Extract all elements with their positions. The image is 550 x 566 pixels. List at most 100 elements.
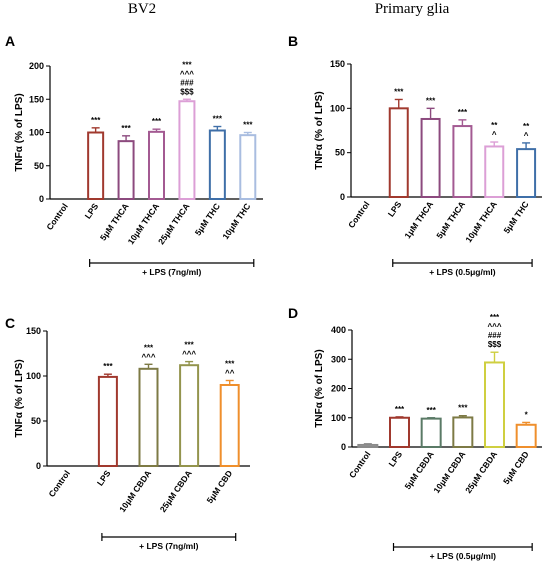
significance-marker: *** (213, 115, 223, 124)
y-tick-label: 50 (31, 416, 41, 426)
significance-marker: *** (426, 406, 436, 415)
significance-marker: *** (490, 313, 500, 322)
x-category-label: LPS (83, 201, 101, 221)
bar-d-3 (452, 416, 474, 448)
bar-a-1 (87, 131, 105, 200)
significance-marker: *** (395, 405, 405, 414)
bar-a-4 (178, 100, 196, 200)
bar-d-0 (357, 443, 379, 449)
panel-label: D (288, 305, 298, 321)
treatment-label: + LPS (0.5μg/ml) (430, 551, 497, 561)
significance-marker: *** (152, 117, 162, 126)
significance-marker: ^^^ (180, 69, 194, 78)
bar-a-3 (148, 130, 165, 201)
significance-marker: *** (458, 404, 468, 413)
x-category-label: 5μM CBD (204, 468, 234, 505)
x-category-label: 10μM CBDA (431, 449, 467, 495)
bar-a-6 (239, 134, 257, 201)
x-category-label: 1μM THCA (402, 199, 435, 240)
y-tick-label: 150 (330, 59, 345, 69)
bar-d-2 (420, 417, 442, 449)
y-tick-label: 50 (335, 148, 345, 158)
significance-marker: *** (121, 124, 131, 133)
bar-c-3 (179, 364, 200, 468)
treatment-label: + LPS (0.5μg/ml) (429, 267, 496, 277)
bar-b-5 (516, 148, 537, 198)
header-right: Primary glia (375, 1, 450, 17)
y-tick-label: 200 (29, 61, 44, 71)
y-tick-label: 150 (29, 94, 44, 104)
x-category-label: 25μM CBDA (158, 468, 194, 514)
significance-marker: * (525, 410, 529, 419)
significance-marker: ^^^ (182, 350, 196, 359)
significance-marker: *** (182, 60, 192, 69)
x-category-label: 5μM THCA (98, 201, 131, 242)
y-tick-label: 100 (26, 371, 41, 381)
x-category-label: 25μM CBDA (463, 449, 499, 495)
x-category-label: Control (347, 449, 373, 479)
x-category-label: 25μM THCA (156, 201, 192, 246)
bar-c-2 (138, 367, 159, 467)
significance-marker: *** (184, 341, 194, 350)
y-tick-label: 0 (340, 192, 345, 202)
significance-marker: *** (394, 87, 404, 96)
treatment-label: + LPS (7ng/ml) (139, 541, 198, 551)
x-category-label: LPS (95, 468, 113, 488)
bar-a-5 (208, 129, 226, 201)
bar-c-1 (97, 375, 118, 467)
significance-marker: ^ (524, 131, 529, 140)
y-axis-label: TNFα (% of LPS) (314, 91, 325, 169)
significance-marker: ** (491, 121, 498, 130)
significance-marker: *** (458, 108, 468, 117)
significance-marker: ### (488, 331, 502, 340)
significance-marker: ^^^ (141, 352, 155, 361)
bar-b-1 (388, 107, 409, 198)
significance-marker: *** (103, 362, 113, 371)
y-tick-label: 50 (34, 161, 44, 171)
y-tick-label: 0 (341, 442, 346, 452)
x-category-label: LPS (386, 199, 404, 219)
bar-b-2 (420, 117, 441, 198)
bar-b-3 (452, 125, 473, 198)
significance-marker: ^^^ (487, 322, 501, 331)
significance-marker: $$$ (488, 340, 502, 349)
x-category-label: 5μM CBDA (402, 449, 435, 491)
significance-marker: $$$ (180, 87, 194, 96)
x-category-label: 5μM THC (193, 201, 222, 237)
significance-marker: ^^ (225, 369, 235, 378)
bar-d-1 (389, 416, 410, 448)
y-tick-label: 0 (39, 194, 44, 204)
bar-c-4 (219, 384, 240, 467)
x-category-label: 10μM THCA (463, 199, 499, 244)
y-tick-label: 100 (331, 413, 346, 423)
x-category-label: 5μM THC (501, 199, 530, 235)
panel-label: C (5, 315, 15, 331)
y-tick-label: 100 (29, 128, 44, 138)
x-category-label: 10μM CBDA (117, 468, 153, 514)
y-axis-label: TNFα (% of LPS) (314, 349, 325, 427)
x-category-label: LPS (386, 449, 404, 469)
x-category-label: Control (44, 201, 70, 231)
chart-panel-c: C TNFα (% of LPS) 0 50 100 150 Control *** LPS **… (5, 315, 250, 551)
x-category-label: 5μM CBD (501, 449, 531, 486)
significance-marker: *** (426, 96, 436, 105)
y-tick-label: 400 (331, 325, 346, 335)
panel-label: B (288, 33, 298, 49)
x-category-label: 10μM THC (220, 201, 252, 241)
x-category-label: 5μM THCA (434, 199, 467, 240)
y-tick-label: 100 (330, 103, 345, 113)
bar-a-2 (117, 140, 135, 201)
treatment-label: + LPS (7ng/ml) (142, 267, 201, 277)
y-axis-label: TNFα (% of LPS) (14, 359, 25, 437)
significance-marker: *** (225, 360, 235, 369)
significance-marker: ### (180, 78, 194, 87)
significance-marker: *** (144, 343, 154, 352)
significance-marker: *** (91, 116, 101, 125)
x-category-label: Control (346, 199, 372, 229)
x-category-label: Control (46, 468, 72, 498)
significance-marker: ^ (492, 130, 497, 139)
panel-label: A (5, 33, 15, 49)
bar-d-5 (515, 423, 537, 448)
significance-marker: ** (523, 122, 530, 131)
